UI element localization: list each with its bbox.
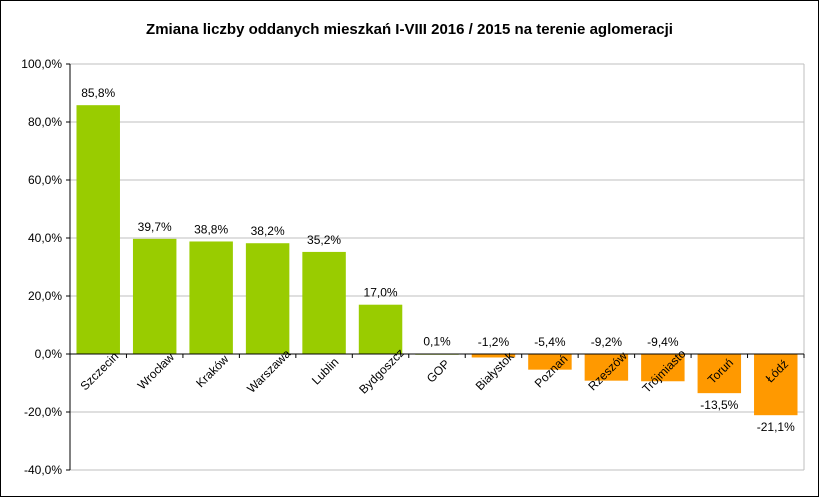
data-label: -5,4% [534, 335, 566, 349]
data-label: 35,2% [307, 233, 341, 247]
data-label: 38,8% [194, 222, 228, 236]
y-tick-label: 40,0% [28, 231, 62, 245]
data-label: -9,4% [647, 335, 679, 349]
bar [302, 251, 346, 354]
bar [76, 105, 120, 355]
category-label: Kraków [193, 352, 231, 390]
data-label: -13,5% [700, 398, 738, 412]
bar [754, 354, 798, 416]
bar [471, 354, 516, 358]
bar [584, 354, 629, 381]
data-label: -21,1% [757, 420, 795, 434]
y-tick-label: -20,0% [24, 405, 62, 419]
data-label: 0,1% [423, 335, 451, 349]
bar [189, 241, 233, 354]
y-tick-label: 100,0% [21, 57, 62, 71]
chart-title: Zmiana liczby oddanych mieszkań I-VIII 2… [146, 21, 673, 38]
bar [528, 354, 572, 370]
data-label: 17,0% [364, 286, 398, 300]
y-tick-label: 80,0% [28, 115, 62, 129]
y-tick-label: 20,0% [28, 289, 62, 303]
y-tick-label: 0,0% [35, 347, 63, 361]
bar [132, 238, 177, 354]
bar [697, 354, 742, 394]
category-label: Szczecin [77, 349, 121, 393]
bar [641, 354, 685, 382]
category-label: Wrocław [135, 350, 178, 393]
bar [245, 243, 290, 354]
data-label: -9,2% [591, 335, 623, 349]
bar [358, 304, 403, 354]
category-label: GOP [424, 357, 453, 386]
y-tick-label: 60,0% [28, 173, 62, 187]
data-label: 85,8% [81, 86, 115, 100]
data-label: 38,2% [251, 224, 285, 238]
data-label: -1,2% [478, 335, 510, 349]
category-label: Lublin [309, 355, 342, 388]
data-label: 39,7% [138, 220, 172, 234]
y-tick-label: -40,0% [24, 463, 62, 477]
